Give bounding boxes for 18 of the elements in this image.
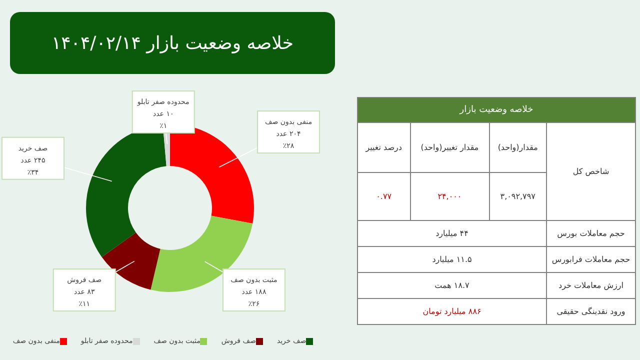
text: ۰.۷۷ bbox=[358, 172, 410, 220]
text: ورود نقدینگی حقیقی bbox=[546, 298, 636, 324]
donut-slice bbox=[102, 232, 160, 290]
text: درصد تغییر bbox=[358, 122, 410, 172]
text: ۴۴ میلیارد bbox=[358, 220, 546, 246]
text: مقدار تغییر(واحد) bbox=[410, 122, 490, 172]
text: ۸۸۶ میلیارد تومان bbox=[358, 298, 546, 324]
text: ۲۴,۰۰۰ bbox=[410, 172, 490, 220]
text: ۱۱.۵ میلیارد bbox=[358, 246, 546, 272]
text: ارزش معاملات خرد bbox=[546, 272, 636, 298]
chart-title: خلاصه وضعیت بازار ۱۴۰۴/۰۲/۱۴ bbox=[10, 12, 335, 74]
text: حجم معاملات بورس bbox=[546, 220, 636, 246]
text: حجم معاملات فرابورس bbox=[546, 246, 636, 272]
text: شاخص کل bbox=[546, 122, 636, 220]
text: ۱۸.۷ همت bbox=[358, 272, 546, 298]
text: خلاصه وضعیت بازار bbox=[358, 98, 636, 122]
text: ۳,۰۹۲,۷۹۷ bbox=[489, 172, 546, 220]
text: مقدار(واحد) bbox=[489, 122, 546, 172]
